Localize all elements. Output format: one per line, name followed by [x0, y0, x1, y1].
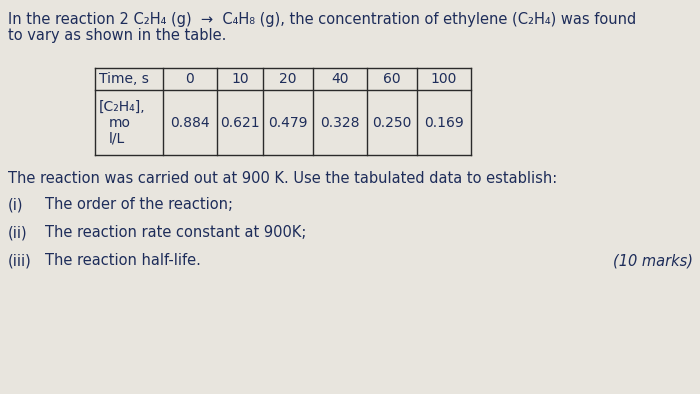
- Text: Time, s: Time, s: [99, 72, 149, 86]
- Text: (ii): (ii): [8, 225, 27, 240]
- Text: The order of the reaction;: The order of the reaction;: [45, 197, 233, 212]
- Text: to vary as shown in the table.: to vary as shown in the table.: [8, 28, 226, 43]
- Text: In the reaction 2 C₂H₄ (g)  →  C₄H₈ (g), the concentration of ethylene (C₂H₄) wa: In the reaction 2 C₂H₄ (g) → C₄H₈ (g), t…: [8, 12, 636, 27]
- Text: 10: 10: [231, 72, 248, 86]
- Text: The reaction rate constant at 900K;: The reaction rate constant at 900K;: [45, 225, 307, 240]
- Text: 100: 100: [430, 72, 457, 86]
- Text: 0.250: 0.250: [372, 115, 412, 130]
- Text: 0.621: 0.621: [220, 115, 260, 130]
- Text: 0.884: 0.884: [170, 115, 210, 130]
- Text: 0.479: 0.479: [268, 115, 308, 130]
- Text: 0.169: 0.169: [424, 115, 464, 130]
- Text: [C₂H₄],: [C₂H₄],: [99, 100, 146, 114]
- Text: (10 marks): (10 marks): [613, 253, 693, 268]
- Text: (i): (i): [8, 197, 24, 212]
- Text: l/L: l/L: [109, 132, 125, 146]
- Text: 40: 40: [331, 72, 349, 86]
- Text: 0.328: 0.328: [321, 115, 360, 130]
- Text: 20: 20: [279, 72, 297, 86]
- Text: The reaction half-life.: The reaction half-life.: [45, 253, 201, 268]
- Text: 0: 0: [186, 72, 195, 86]
- Text: The reaction was carried out at 900 K. Use the tabulated data to establish:: The reaction was carried out at 900 K. U…: [8, 171, 557, 186]
- Text: mo: mo: [109, 116, 131, 130]
- Text: (iii): (iii): [8, 253, 32, 268]
- Text: 60: 60: [383, 72, 401, 86]
